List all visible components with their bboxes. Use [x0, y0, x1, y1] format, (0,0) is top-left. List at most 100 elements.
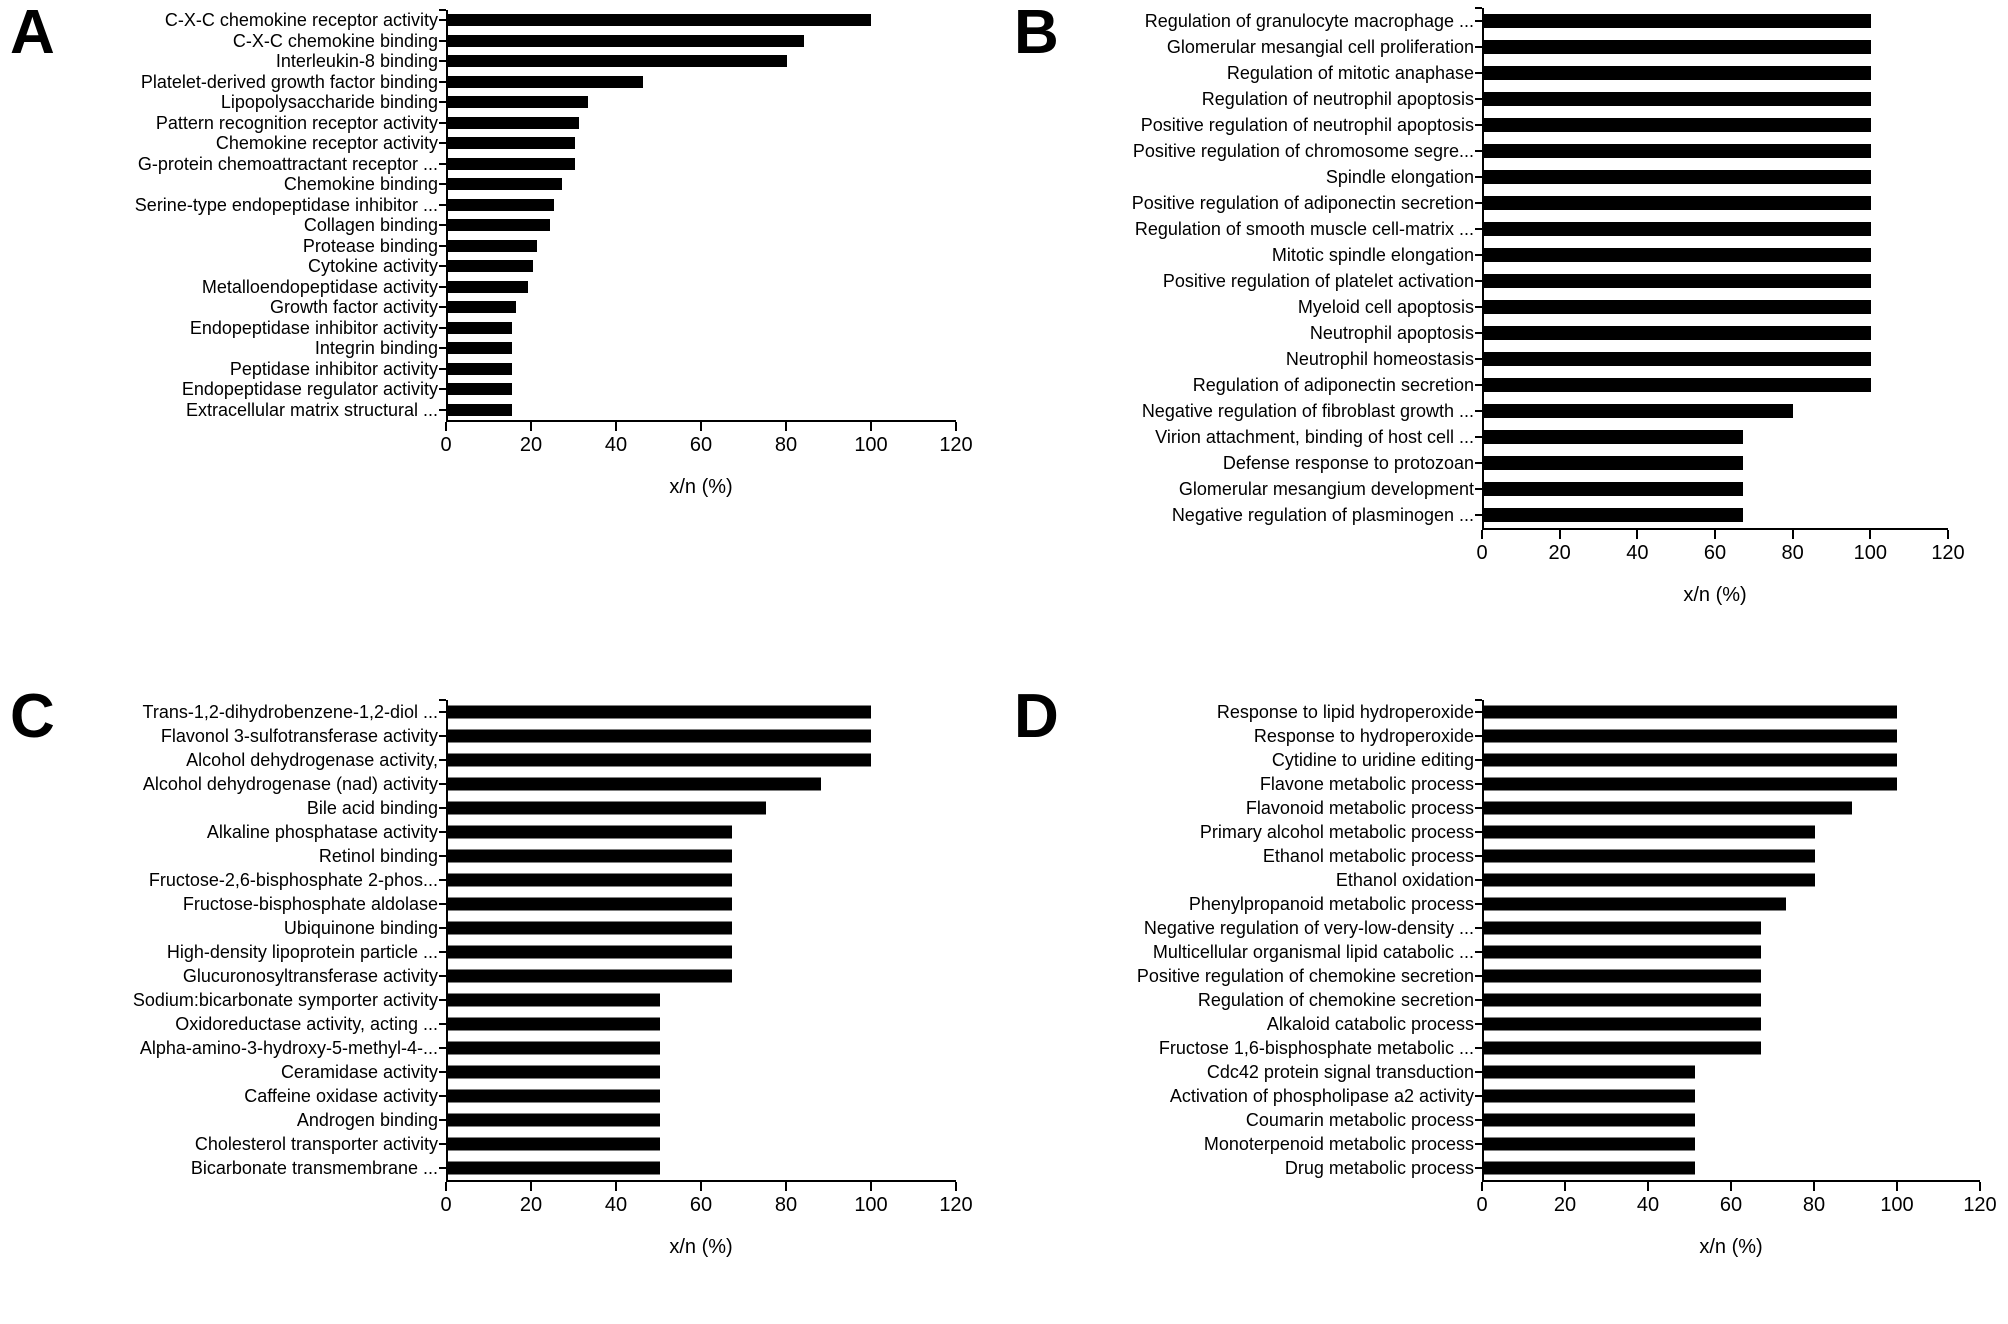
bar-row	[439, 338, 956, 359]
category-label: Defense response to protozoan	[1222, 453, 1474, 473]
bar-row	[1475, 320, 1948, 346]
bar-row	[1475, 940, 1980, 964]
bar-row	[1475, 294, 1948, 320]
bar	[1484, 92, 1871, 106]
bar-row	[439, 1060, 956, 1084]
x-axis-ticks: 0 20 40 60 80 100 120	[1476, 530, 1965, 568]
x-axis-title: x/n (%)	[669, 476, 733, 498]
bar	[448, 1089, 660, 1103]
bar	[448, 34, 804, 47]
bar	[1484, 274, 1871, 288]
category-label: Cytokine activity	[307, 256, 438, 277]
bar-row	[439, 892, 956, 916]
bar-row	[1475, 700, 1980, 724]
category-label: Integrin binding	[314, 338, 438, 359]
category-label: Extracellular matrix structural ...	[185, 399, 438, 420]
x-tick-label: 40	[604, 1194, 628, 1216]
category-label: Ubiquinone binding	[283, 918, 438, 938]
category-label: Peptidase inhibitor activity	[229, 358, 438, 379]
bar-row	[439, 940, 956, 964]
bar	[1484, 849, 1815, 863]
category-label: Alpha-amino-3-hydroxy-5-methyl-4-...	[139, 1038, 438, 1058]
bar	[448, 729, 872, 743]
category-label: Serine-type endopeptidase inhibitor ...	[134, 194, 438, 215]
category-label: C-X-C chemokine binding	[232, 30, 438, 51]
bar	[448, 137, 575, 150]
category-label: Glomerular mesangium development	[1178, 479, 1474, 499]
x-axis-ticks: 0 20 40 60 80 100 120	[1476, 1182, 1997, 1220]
bar	[448, 1137, 660, 1151]
category-label: Platelet-derived growth factor binding	[140, 71, 438, 92]
bar	[448, 157, 575, 170]
bar	[1484, 482, 1744, 496]
category-label: Glucuronosyltransferase activity	[182, 966, 438, 986]
panel-b: B Regulation of granulocyte macrophage .…	[1004, 0, 2008, 662]
panel-d-chart: Response to lipid hydroperoxide Response …	[1004, 699, 1997, 1259]
bar-row	[439, 51, 956, 72]
x-tick-label: 80	[1802, 1194, 1826, 1216]
category-label: Negative regulation of very-low-density …	[1143, 918, 1474, 938]
bar	[1484, 40, 1871, 54]
category-label: Ceramidase activity	[280, 1062, 438, 1082]
category-label: Regulation of granulocyte macrophage ...	[1144, 11, 1474, 31]
category-label: Fructose-2,6-bisphosphate 2-phos...	[148, 870, 438, 890]
bar-row	[439, 700, 956, 724]
category-axis-labels: Trans-1,2-dihydrobenzene-1,2-diol ... Fla…	[0, 700, 446, 1259]
category-label: Neutrophil apoptosis	[1309, 323, 1474, 343]
x-tick-mark	[1979, 1182, 1981, 1191]
x-tick-mark	[1791, 530, 1794, 539]
category-label: Monoterpenoid metabolic process	[1203, 1134, 1474, 1154]
bar	[448, 178, 563, 191]
bar	[1484, 248, 1871, 262]
bar-row	[439, 1132, 956, 1156]
category-label: Pattern recognition receptor activity	[155, 112, 438, 133]
bar	[448, 1161, 660, 1175]
panel-a: A C-X-C chemokine receptor activity C-X-C…	[0, 0, 1004, 662]
bar	[448, 116, 580, 129]
bar-row	[439, 1108, 956, 1132]
x-tick-mark	[445, 1182, 447, 1191]
x-tick-mark	[1896, 1182, 1898, 1191]
bar-row	[439, 174, 956, 195]
category-label: Alkaloid catabolic process	[1266, 1014, 1474, 1034]
bar-row	[439, 113, 956, 134]
category-label: Multicellular organismal lipid catabolic…	[1152, 942, 1474, 962]
bar	[1484, 705, 1898, 719]
bar-row	[1475, 1012, 1980, 1036]
category-label: Regulation of neutrophil apoptosis	[1201, 89, 1474, 109]
bar-row	[1475, 844, 1980, 868]
x-tick-mark	[1563, 1182, 1566, 1191]
bar	[448, 1113, 660, 1127]
x-tick-label: 0	[1476, 542, 1488, 564]
x-axis-title: x/n (%)	[1699, 1236, 1763, 1258]
bar-row	[1475, 450, 1948, 476]
x-tick-mark	[1481, 530, 1483, 539]
bar	[448, 75, 643, 88]
x-tick-mark	[1714, 530, 1716, 539]
category-label: Cholesterol transporter activity	[194, 1134, 438, 1154]
x-tick-label: 0	[440, 434, 452, 456]
category-label: Activation of phospholipase a2 activity	[1169, 1086, 1474, 1106]
panel-c-letter: C	[10, 682, 55, 751]
bar	[448, 705, 872, 719]
bar-row	[439, 10, 956, 31]
bar-row	[439, 772, 956, 796]
category-label: Glomerular mesangial cell proliferation	[1166, 37, 1474, 57]
x-tick-label: 120	[939, 1194, 973, 1216]
category-label: Chemokine receptor activity	[215, 133, 438, 154]
bar-row	[1475, 1132, 1980, 1156]
x-tick-label: 60	[689, 434, 713, 456]
bar	[1484, 1017, 1761, 1031]
plot-area: 0 20 40 60 80 100 120 x/n (%)	[439, 9, 973, 499]
category-label: Fructose 1,6-bisphosphate metabolic ...	[1158, 1038, 1474, 1058]
plot-area: 0 20 40 60 80 100 120 x/n (%)	[1475, 7, 1965, 607]
x-axis-ticks: 0 20 40 60 80 100 120	[440, 1182, 973, 1220]
category-label: Drug metabolic process	[1284, 1158, 1474, 1178]
bars-area	[1475, 699, 1980, 1182]
bar-row	[439, 868, 956, 892]
x-tick-label: 20	[519, 1194, 543, 1216]
bar-row	[1475, 164, 1948, 190]
bar	[448, 321, 512, 334]
bar-row	[1475, 748, 1980, 772]
